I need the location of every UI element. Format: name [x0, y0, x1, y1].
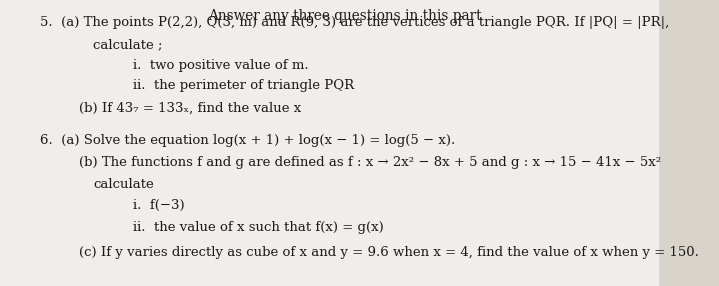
Text: calculate ;: calculate ;	[93, 38, 163, 51]
Text: (c) If y varies directly as cube of x and y = 9.6 when x = 4, find the value of : (c) If y varies directly as cube of x an…	[79, 246, 699, 259]
Text: i.  f(−3): i. f(−3)	[133, 199, 185, 212]
Text: 6.  (a) Solve the equation log(x + 1) + log(x − 1) = log(5 − x).: 6. (a) Solve the equation log(x + 1) + l…	[40, 134, 455, 147]
Text: Answer any three questions in this part: Answer any three questions in this part	[209, 9, 482, 23]
Text: 5.  (a) The points P(2,2), Q(3, m) and R(9, 3) are the vertices of a triangle PQ: 5. (a) The points P(2,2), Q(3, m) and R(…	[40, 16, 669, 29]
Text: calculate: calculate	[93, 178, 154, 191]
Text: (b) If 43₇ = 133ₓ, find the value x: (b) If 43₇ = 133ₓ, find the value x	[79, 102, 301, 115]
Text: (b) The functions f and g are defined as f : x → 2x² − 8x + 5 and g : x → 15 − 4: (b) The functions f and g are defined as…	[79, 156, 661, 169]
Text: i.  two positive value of m.: i. two positive value of m.	[133, 59, 308, 72]
Text: ii.  the perimeter of triangle PQR: ii. the perimeter of triangle PQR	[133, 79, 354, 92]
Text: ii.  the value of x such that f(x) = g(x): ii. the value of x such that f(x) = g(x)	[133, 221, 384, 234]
